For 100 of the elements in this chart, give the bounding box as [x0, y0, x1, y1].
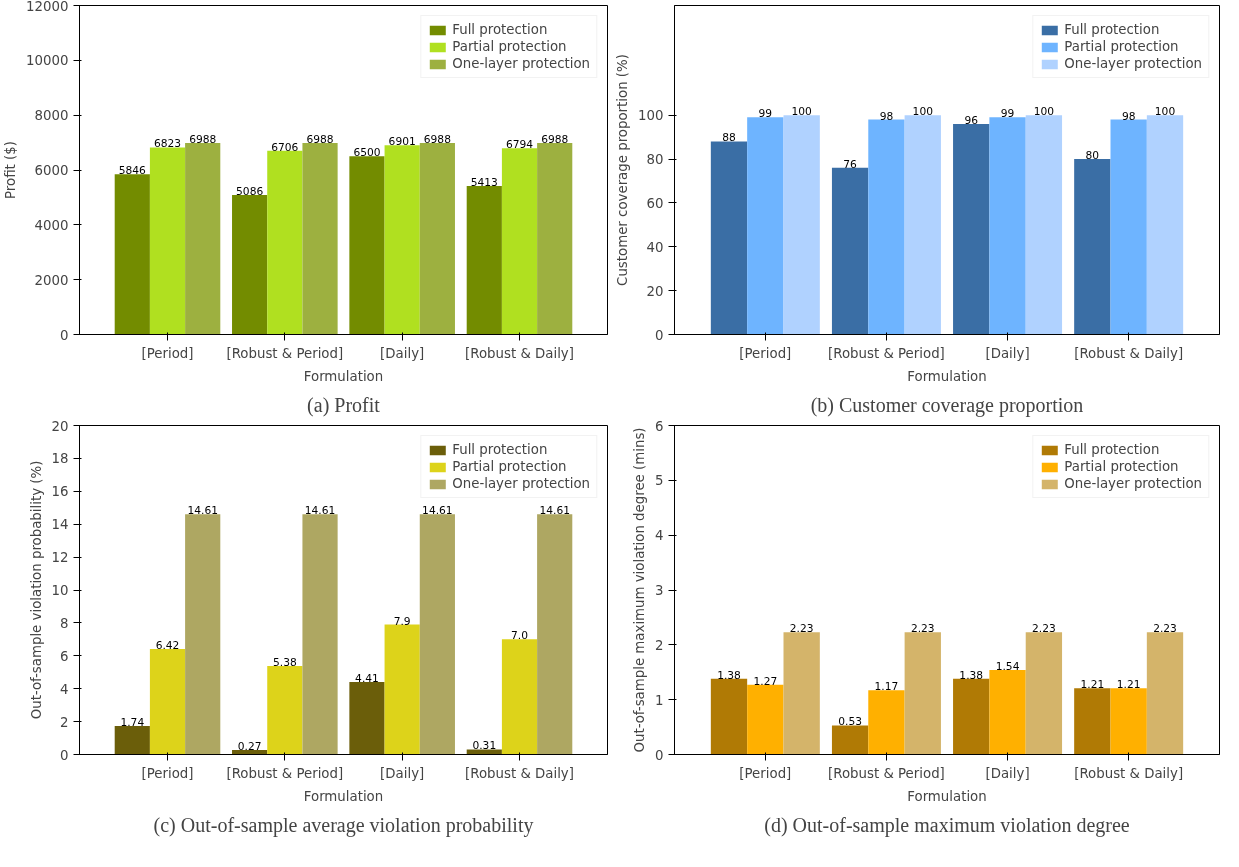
data-label: 6988 [189, 132, 217, 146]
data-label: 5413 [470, 176, 498, 190]
data-label: 0.27 [237, 740, 262, 754]
data-label: 1.54 [995, 660, 1020, 674]
x-axis-title: Formulation [907, 788, 987, 804]
x-tick-label: [Period] [141, 765, 194, 781]
legend-label: One-layer protection [1064, 476, 1202, 491]
text: (d) Out-of-sample maximum violation degree [764, 813, 1130, 837]
data-label: 100 [791, 105, 813, 119]
data-label: 96 [964, 113, 979, 127]
y-tick-label: 16 [51, 484, 69, 500]
data-label: 6.42 [155, 638, 180, 652]
text: (c) Out-of-sample average violation probability [153, 813, 534, 837]
y-tick-label: 100 [638, 108, 664, 124]
data-label: 88 [722, 131, 736, 145]
x-tick-label: [Robust & Period] [226, 345, 344, 361]
x-tick-label: [Daily] [985, 345, 1030, 361]
legend-label: One-layer protection [452, 56, 590, 71]
data-label: 6794 [505, 138, 534, 152]
x-tick-label: [Robust & Daily] [465, 345, 574, 361]
y-tick-label: 5 [655, 473, 664, 489]
data-label: 1.38 [717, 668, 742, 682]
y-tick-label: 4 [655, 528, 664, 544]
y-axis-title: Out-of-sample maximum violation degree (mins) [632, 427, 648, 753]
y-tick-label: 1 [655, 692, 664, 708]
y-tick-label: 8000 [34, 108, 69, 124]
data-label: 14.61 [539, 504, 570, 518]
y-tick-label: 2 [60, 714, 69, 730]
y-tick-label: 18 [51, 451, 69, 467]
x-tick-label: [Daily] [380, 345, 425, 361]
data-label: 99 [1000, 107, 1015, 121]
data-label: 100 [1154, 105, 1176, 119]
data-label: 14.61 [422, 504, 453, 518]
x-tick-label: [Robust & Daily] [1074, 765, 1184, 781]
x-tick-label: [Robust & Daily] [1074, 345, 1184, 361]
y-tick-label: 2 [655, 637, 664, 653]
data-label: 1.21 [1116, 678, 1141, 692]
data-label: 6500 [353, 146, 381, 160]
data-label: 98 [879, 109, 894, 123]
text: (b) Customer coverage proportion [810, 393, 1084, 417]
y-tick-label: 2000 [34, 272, 69, 288]
legend-label: Full protection [1064, 442, 1160, 457]
y-tick-label: 60 [646, 195, 664, 211]
data-label: 5.38 [272, 656, 297, 669]
data-label: 99 [758, 107, 773, 121]
legend-label: Partial protection [452, 459, 567, 474]
y-axis-title: Out-of-sample violation probability (%) [28, 460, 44, 720]
data-label: 1.74 [120, 715, 145, 729]
y-tick-label: 0 [655, 327, 664, 343]
data-label: 0.53 [838, 715, 862, 729]
legend-label: Full protection [452, 442, 548, 457]
data-label: 6988 [423, 132, 452, 146]
x-axis-title: Formulation [303, 788, 384, 804]
y-axis-title: Profit ($) [3, 141, 19, 199]
data-label: 1.21 [1080, 678, 1105, 692]
y-tick-label: 0 [60, 327, 69, 343]
data-label: 14.61 [187, 504, 218, 518]
data-label: 7.9 [393, 614, 411, 628]
data-label: 76 [843, 157, 858, 171]
data-label: 1.17 [874, 680, 899, 694]
data-label: 80 [1085, 149, 1100, 163]
data-label: 4.41 [355, 671, 379, 685]
x-axis-title: Formulation [303, 368, 384, 384]
y-tick-label: 10000 [26, 53, 69, 69]
data-label: 5846 [118, 164, 147, 178]
legend-label: Partial protection [1064, 39, 1179, 54]
data-label: 6988 [541, 132, 569, 146]
y-tick-label: 12 [51, 550, 69, 566]
data-label: 2.23 [1153, 622, 1177, 636]
legend-label: Full protection [452, 22, 548, 37]
x-axis-title: Formulation [907, 368, 987, 384]
y-tick-label: 20 [51, 418, 69, 434]
legend-label: Full protection [1064, 22, 1160, 37]
data-label: 6706 [271, 140, 299, 154]
data-label: 2.23 [1032, 622, 1056, 636]
x-tick-label: [Daily] [985, 765, 1030, 781]
data-label: 2.23 [789, 622, 814, 636]
data-label: 98 [1121, 109, 1136, 123]
data-label: 0.31 [472, 739, 497, 753]
legend-label: One-layer protection [452, 476, 590, 491]
y-tick-label: 4 [60, 681, 69, 697]
x-tick-label: [Robust & Daily] [465, 765, 574, 781]
data-label: 1.27 [753, 674, 778, 688]
data-label: 100 [912, 105, 934, 119]
y-axis-title: Customer coverage proportion (%) [615, 54, 631, 286]
data-label: 7.0 [511, 629, 529, 643]
legend-label: Partial protection [452, 39, 567, 54]
y-tick-label: 6000 [34, 163, 69, 178]
y-tick-label: 80 [646, 152, 664, 168]
x-tick-label: [Robust & Period] [828, 345, 945, 361]
data-label: 6823 [153, 137, 182, 151]
data-label: 6901 [388, 135, 416, 149]
y-tick-label: 14 [51, 517, 69, 533]
data-label: 5086 [236, 185, 264, 199]
data-label: 14.61 [304, 504, 336, 518]
data-label: 1.38 [959, 668, 984, 682]
y-tick-label: 8 [60, 615, 69, 631]
y-tick-label: 40 [646, 239, 664, 255]
x-tick-label: [Robust & Period] [226, 765, 344, 781]
y-tick-label: 0 [60, 747, 69, 763]
